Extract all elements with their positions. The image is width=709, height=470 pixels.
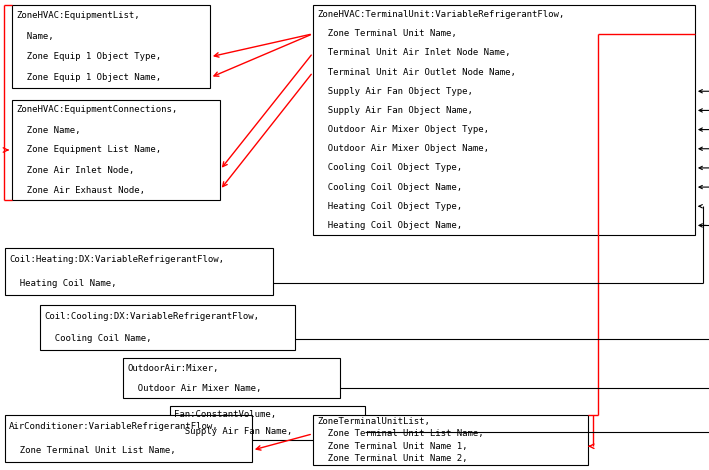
Bar — [5, 415, 252, 462]
Text: OutdoorAir:Mixer,: OutdoorAir:Mixer, — [127, 363, 218, 373]
Bar — [12, 5, 210, 88]
Text: Zone Equip 1 Object Name,: Zone Equip 1 Object Name, — [16, 73, 161, 82]
Text: ZoneTerminalUnitList,: ZoneTerminalUnitList, — [317, 417, 430, 426]
Text: Coil:Cooling:DX:VariableRefrigerantFlow,: Coil:Cooling:DX:VariableRefrigerantFlow, — [44, 312, 259, 321]
Text: Supply Air Fan Object Name,: Supply Air Fan Object Name, — [317, 106, 473, 115]
Bar — [170, 406, 365, 440]
Text: Cooling Coil Object Type,: Cooling Coil Object Type, — [317, 164, 462, 172]
Bar — [123, 358, 340, 398]
Text: Zone Air Exhaust Node,: Zone Air Exhaust Node, — [16, 186, 145, 195]
Text: Zone Terminal Unit Name,: Zone Terminal Unit Name, — [317, 29, 457, 38]
Bar — [40, 305, 295, 350]
Text: ZoneHVAC:EquipmentList,: ZoneHVAC:EquipmentList, — [16, 11, 140, 20]
Text: Supply Air Fan Name,: Supply Air Fan Name, — [174, 427, 292, 436]
Text: Zone Terminal Unit List Name,: Zone Terminal Unit List Name, — [9, 446, 176, 455]
Text: Name,: Name, — [16, 31, 54, 40]
Text: Fan:ConstantVolume,: Fan:ConstantVolume, — [174, 410, 276, 419]
Text: Outdoor Air Mixer Object Name,: Outdoor Air Mixer Object Name, — [317, 144, 489, 153]
Text: Zone Equip 1 Object Type,: Zone Equip 1 Object Type, — [16, 52, 161, 62]
Text: Terminal Unit Air Outlet Node Name,: Terminal Unit Air Outlet Node Name, — [317, 68, 516, 77]
Text: Heating Coil Object Name,: Heating Coil Object Name, — [317, 221, 462, 230]
Text: Outdoor Air Mixer Name,: Outdoor Air Mixer Name, — [127, 384, 262, 392]
Bar — [12, 100, 220, 200]
Text: Cooling Coil Name,: Cooling Coil Name, — [44, 334, 152, 343]
Text: Zone Terminal Unit List Name,: Zone Terminal Unit List Name, — [317, 429, 484, 438]
Text: Cooling Coil Object Name,: Cooling Coil Object Name, — [317, 182, 462, 192]
Text: Heating Coil Object Type,: Heating Coil Object Type, — [317, 202, 462, 211]
Text: Outdoor Air Mixer Object Type,: Outdoor Air Mixer Object Type, — [317, 125, 489, 134]
Text: Terminal Unit Air Inlet Node Name,: Terminal Unit Air Inlet Node Name, — [317, 48, 510, 57]
Text: Zone Air Inlet Node,: Zone Air Inlet Node, — [16, 165, 134, 174]
Text: Supply Air Fan Object Type,: Supply Air Fan Object Type, — [317, 87, 473, 96]
Text: Zone Terminal Unit Name 1,: Zone Terminal Unit Name 1, — [317, 442, 467, 451]
Bar — [5, 248, 273, 295]
Bar — [313, 415, 588, 465]
Bar — [313, 5, 695, 235]
Text: Zone Equipment List Name,: Zone Equipment List Name, — [16, 146, 161, 155]
Text: ZoneHVAC:EquipmentConnections,: ZoneHVAC:EquipmentConnections, — [16, 105, 177, 115]
Text: Zone Terminal Unit Name 2,: Zone Terminal Unit Name 2, — [317, 454, 467, 463]
Text: Heating Coil Name,: Heating Coil Name, — [9, 279, 116, 288]
Text: AirConditioner:VariableRefrigerantFlow,: AirConditioner:VariableRefrigerantFlow, — [9, 422, 218, 431]
Text: Coil:Heating:DX:VariableRefrigerantFlow,: Coil:Heating:DX:VariableRefrigerantFlow, — [9, 255, 224, 264]
Text: Zone Name,: Zone Name, — [16, 125, 81, 134]
Text: ZoneHVAC:TerminalUnit:VariableRefrigerantFlow,: ZoneHVAC:TerminalUnit:VariableRefrigeran… — [317, 10, 564, 19]
